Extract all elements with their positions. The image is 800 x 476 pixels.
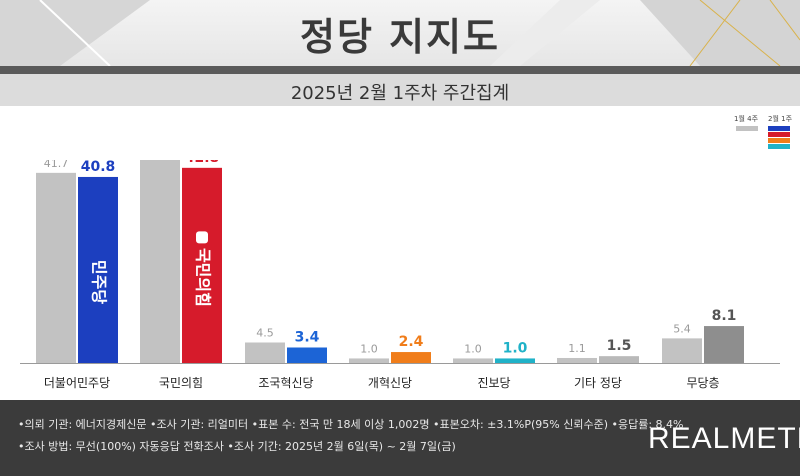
data-label-curr: 2.4	[399, 334, 424, 350]
legend-swatch-curr	[768, 126, 790, 150]
legend-swatch-prev	[736, 126, 758, 131]
data-label-curr: 1.5	[607, 338, 632, 354]
bar-prev	[245, 342, 285, 363]
legend-label-prev: 1월 4주	[734, 115, 759, 123]
data-label-curr: 40.8	[81, 160, 116, 175]
data-label-curr: 8.1	[712, 308, 737, 324]
bar-prev	[36, 172, 76, 363]
survey-note: •조사 방법: 무선(100%) 자동응답 전화조사 •조사 기간: 2025년…	[18, 440, 456, 453]
subtitle-bar: 2025년 2월 1주차 주간집계	[0, 74, 800, 106]
legend-label-curr: 2월 1주	[768, 115, 793, 123]
data-label-prev: 41.7	[44, 160, 69, 170]
brand-logo: REALMETER	[648, 422, 800, 455]
bar-curr	[78, 176, 118, 363]
bar-logo-minjoo: 민주당	[90, 260, 109, 304]
bar-curr	[599, 356, 639, 363]
data-label-prev: 5.4	[673, 322, 691, 335]
bar-curr	[287, 347, 327, 363]
x-tick-label: 진보당	[477, 376, 510, 390]
survey-note: •의뢰 기관: 에너지경제신문 •조사 기관: 리얼미터 •표본 수: 전국 만…	[18, 418, 684, 431]
chart-subtitle: 2025년 2월 1주차 주간집계	[290, 83, 510, 104]
bar-prev	[349, 358, 389, 363]
bar-curr	[391, 352, 431, 363]
data-label-prev: 4.5	[256, 326, 274, 339]
bar-chart: 41.740.8더불어민주당45.442.8국민의힘4.53.4조국혁신당1.0…	[20, 160, 780, 390]
data-label-curr: 42.8	[185, 160, 220, 166]
bar-prev	[140, 160, 180, 363]
bar-curr	[182, 167, 222, 363]
legend-swatch-curr-color	[768, 138, 790, 143]
bar-curr	[495, 358, 535, 363]
data-label-prev: 1.1	[568, 342, 586, 355]
bar-curr	[704, 326, 744, 363]
x-tick-label: 무당층	[686, 376, 719, 390]
data-label-curr: 3.4	[295, 329, 320, 345]
bar-logo-ppp: 국민의힘	[194, 248, 213, 307]
x-tick-label: 기타 정당	[574, 376, 622, 390]
survey-notes: •의뢰 기관: 에너지경제신문 •조사 기관: 리얼미터 •표본 수: 전국 만…	[18, 414, 684, 458]
legend-swatch-curr-color	[768, 126, 790, 131]
bar-prev	[557, 357, 597, 363]
legend-swatch-curr-color	[768, 132, 790, 137]
ppp-mark-icon	[196, 231, 208, 244]
x-tick-label: 개혁신당	[368, 376, 412, 390]
data-label-prev: 1.0	[464, 342, 482, 355]
x-tick-label: 더불어민주당	[44, 376, 110, 390]
bar-prev	[453, 358, 493, 363]
page-title: 정당 지지도	[299, 15, 501, 59]
x-tick-label: 국민의힘	[159, 376, 203, 390]
footer: •의뢰 기관: 에너지경제신문 •조사 기관: 리얼미터 •표본 수: 전국 만…	[0, 400, 800, 476]
legend-swatch-curr-color	[768, 144, 790, 149]
title-divider	[0, 66, 800, 74]
chart-legend: 1월 4주 2월 1주	[728, 114, 798, 162]
x-tick-label: 조국혁신당	[258, 376, 313, 390]
header-banner: 정당 지지도	[0, 0, 800, 66]
header-decoration	[0, 0, 800, 66]
data-label-prev: 1.0	[360, 342, 378, 355]
bar-prev	[662, 338, 702, 363]
data-label-curr: 1.0	[503, 340, 528, 356]
